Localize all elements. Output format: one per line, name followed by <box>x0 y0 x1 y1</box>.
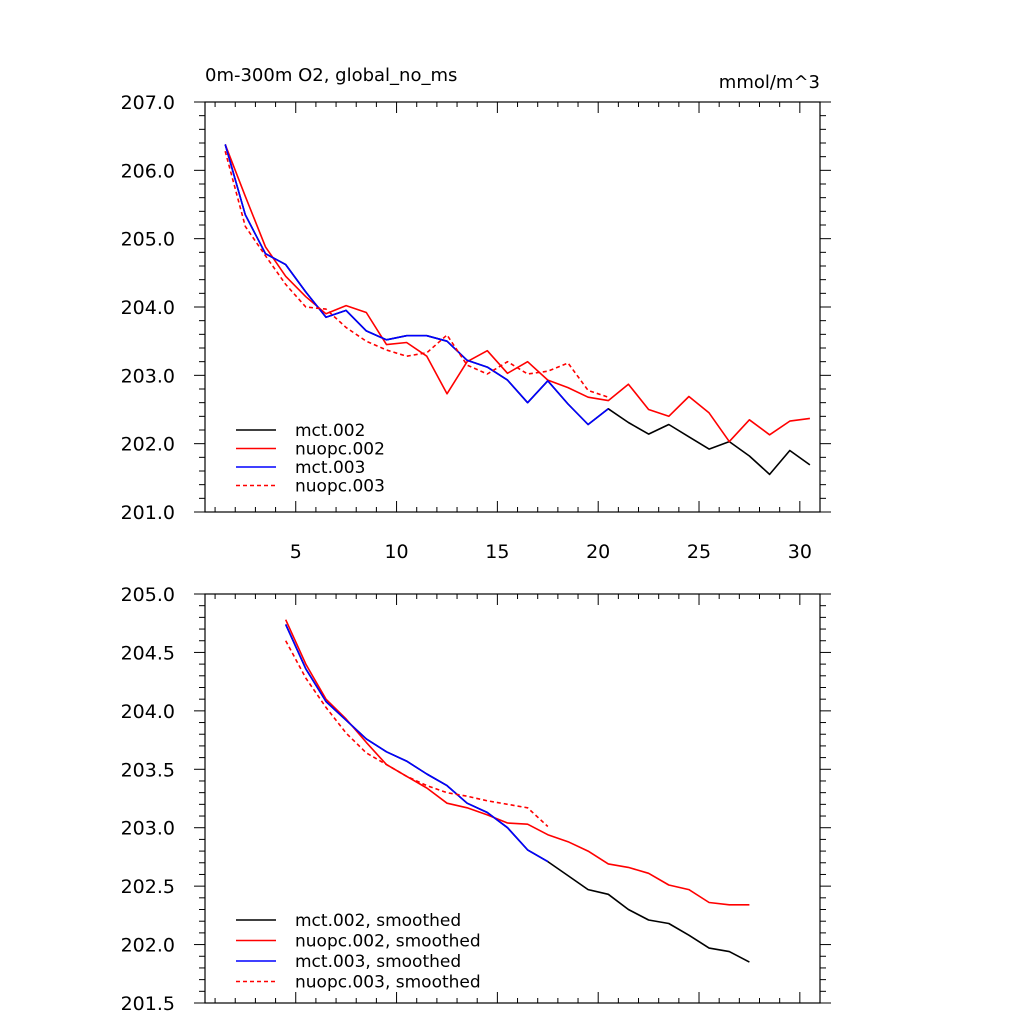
y-tick-label: 207.0 <box>121 92 175 114</box>
legend-label: nuopc.003, smoothed <box>295 973 481 993</box>
chart-title: 0m-300m O2, global_no_ms <box>205 65 457 86</box>
plot-frame <box>204 593 821 1004</box>
y-tick-label: 201.5 <box>121 993 175 1015</box>
y-tick-label: 204.5 <box>121 642 175 664</box>
panel-top: 5 10 15 20 25 30 201.0 202.0 203.0 204.0 205.0 206.… <box>121 65 831 563</box>
y-tick-label: 202.0 <box>121 434 175 456</box>
legend-label: mct.003 <box>295 458 365 478</box>
legend-label: mct.002, smoothed <box>295 911 461 931</box>
series-line-2 <box>284 619 750 906</box>
series-line-4 <box>284 640 549 828</box>
y-tick-label: 203.5 <box>121 759 175 781</box>
y-tick-label: 206.0 <box>121 160 175 182</box>
series-line-2 <box>224 144 811 443</box>
axis-ticks <box>194 593 831 1004</box>
units-label: mmol/m^3 <box>719 72 820 93</box>
x-tick-label: 15 <box>485 541 509 563</box>
x-tick-label: 30 <box>788 541 812 563</box>
y-tick-label: 202.5 <box>121 876 175 898</box>
series-line-4 <box>224 150 609 398</box>
y-tick-label: 203.0 <box>121 818 175 840</box>
series-line-3 <box>224 144 609 426</box>
x-tick-label: 10 <box>384 541 408 563</box>
legend-label: nuopc.002 <box>295 440 385 460</box>
x-tick-label: 20 <box>586 541 610 563</box>
x-tick-label: 25 <box>687 541 711 563</box>
legend-label: mct.002 <box>295 421 365 441</box>
series-line-3 <box>284 624 549 863</box>
legend-label: nuopc.003 <box>295 477 385 497</box>
legend-label: mct.003, smoothed <box>295 952 461 972</box>
legend-label: nuopc.002, smoothed <box>295 932 481 952</box>
y-tick-label: 201.0 <box>121 502 175 524</box>
y-tick-label: 204.0 <box>121 701 175 723</box>
axis-ticks <box>194 101 831 513</box>
y-tick-label: 205.0 <box>121 584 175 606</box>
y-tick-label: 205.0 <box>121 229 175 251</box>
y-tick-label: 204.0 <box>121 297 175 319</box>
y-tick-label: 202.0 <box>121 935 175 957</box>
panel-bottom: 51015202530201.5202.0202.5203.0203.5204.… <box>121 584 831 1015</box>
y-tick-label: 203.0 <box>121 365 175 387</box>
x-tick-label: 5 <box>290 541 302 563</box>
